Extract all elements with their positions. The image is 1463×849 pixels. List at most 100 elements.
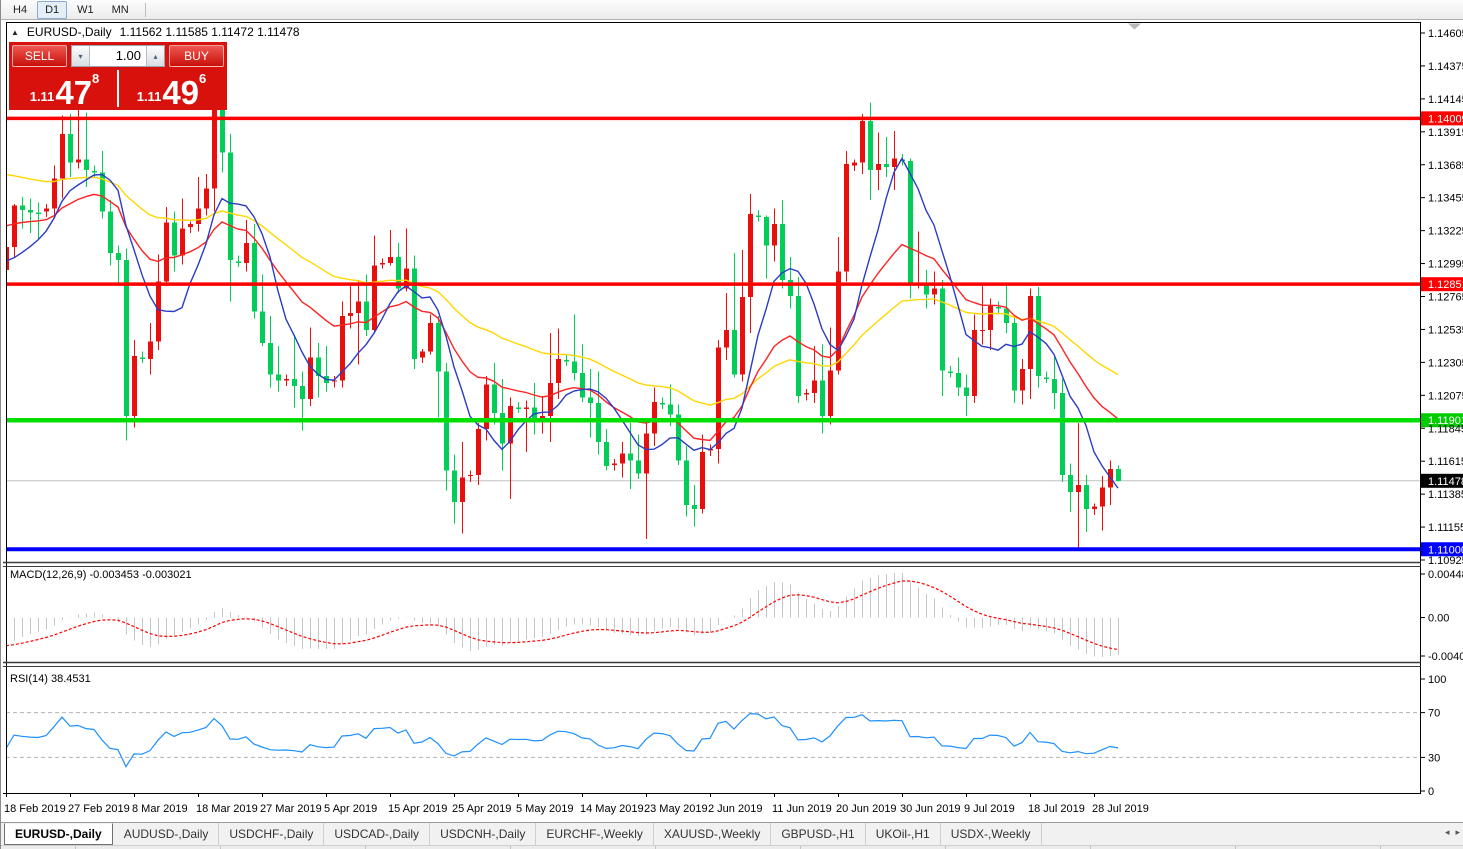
price-badge-1.11000 bbox=[1421, 542, 1463, 557]
volume-stepper: ▾ 1.00 ▴ bbox=[71, 45, 165, 67]
macd-signal-line bbox=[6, 580, 1119, 651]
tab-audusd-daily[interactable]: AUDUSD-,Daily bbox=[114, 823, 220, 845]
timeframe-button-mn[interactable]: MN bbox=[111, 3, 129, 16]
date-label: 5 Apr 2019 bbox=[324, 803, 377, 815]
volume-decrease-button[interactable]: ▾ bbox=[72, 46, 90, 66]
price-tick-label: 1.12995 bbox=[1428, 259, 1463, 271]
date-label: 20 Jun 2019 bbox=[836, 803, 897, 815]
tab-usdcad-daily[interactable]: USDCAD-,Daily bbox=[324, 823, 431, 845]
price-tick-label: 1.10925 bbox=[1428, 555, 1463, 567]
chart-tabs-bar: EURUSD-,Daily AUDUSD-,Daily USDCHF-,Dail… bbox=[1, 822, 1463, 845]
rsi-pane bbox=[6, 712, 1420, 768]
date-label: 23 May 2019 bbox=[644, 803, 708, 815]
price-tick-label: 1.12075 bbox=[1428, 390, 1463, 402]
price-tick-label: 1.13455 bbox=[1428, 193, 1463, 205]
macd-axis-label: 0.004481 bbox=[1428, 569, 1463, 581]
price-badge-1.11901 bbox=[1421, 413, 1463, 428]
price-tick-label: 1.11845 bbox=[1428, 423, 1463, 435]
timeframe-toolbar: H4 D1 W1 MN bbox=[1, 0, 1463, 20]
rsi-axis-label: 70 bbox=[1428, 708, 1440, 720]
tab-usdx-weekly[interactable]: USDX-,Weekly bbox=[941, 823, 1042, 845]
price-tick-label: 1.13225 bbox=[1428, 226, 1463, 238]
chevron-up-icon: ▴ bbox=[153, 51, 158, 61]
tab-xauusd-weekly[interactable]: XAUUSD-,Weekly bbox=[654, 823, 772, 845]
main-price-pane bbox=[6, 96, 1420, 552]
sell-price[interactable]: 1.11 47 8 bbox=[12, 70, 117, 111]
sell-price-prefix: 1.11 bbox=[29, 89, 55, 104]
buy-button[interactable]: BUY bbox=[169, 45, 224, 67]
pane-splitter[interactable] bbox=[3, 661, 1421, 667]
price-tick-label: 1.14605 bbox=[1428, 28, 1463, 40]
price-badge-1.12851 bbox=[1421, 277, 1463, 292]
status-separator bbox=[75, 846, 76, 849]
status-separator bbox=[800, 846, 801, 849]
date-label: 27 Feb 2019 bbox=[68, 803, 130, 815]
status-separator bbox=[220, 846, 221, 849]
rsi-axis-label: 100 bbox=[1428, 674, 1446, 686]
rsi-line bbox=[6, 712, 1119, 768]
date-label: 27 Mar 2019 bbox=[260, 803, 322, 815]
macd-indicator-label: MACD(12,26,9) -0.003453 -0.003021 bbox=[10, 569, 192, 581]
chart-symbol-label: EURUSD-,Daily bbox=[26, 25, 112, 39]
price-tick-label: 1.11385 bbox=[1428, 489, 1463, 501]
date-label: 5 May 2019 bbox=[516, 803, 573, 815]
date-label: 30 Jun 2019 bbox=[900, 803, 961, 815]
timeframe-button-w1[interactable]: W1 bbox=[77, 3, 94, 16]
tab-eurusd-daily[interactable]: EURUSD-,Daily bbox=[4, 823, 113, 845]
status-separator bbox=[365, 846, 366, 849]
status-bar bbox=[1, 845, 1463, 849]
tab-eurchf-weekly[interactable]: EURCHF-,Weekly bbox=[536, 823, 654, 845]
collapse-panel-icon[interactable]: ▲ bbox=[11, 27, 19, 37]
date-label: 18 Feb 2019 bbox=[4, 803, 66, 815]
buy-price[interactable]: 1.11 49 6 bbox=[117, 70, 224, 109]
status-separator bbox=[945, 846, 946, 849]
pane-frame bbox=[3, 22, 1421, 794]
candles bbox=[6, 96, 1121, 548]
timeframe-button-h4[interactable]: H4 bbox=[13, 3, 28, 16]
ma-line-20 bbox=[6, 193, 1119, 442]
price-tick-label: 1.12765 bbox=[1428, 292, 1463, 304]
status-separator bbox=[510, 846, 511, 849]
date-label: 18 Jul 2019 bbox=[1028, 803, 1085, 815]
timeframe-button-d1[interactable]: D1 bbox=[37, 0, 68, 19]
tab-ukoil-h1[interactable]: UKOil-,H1 bbox=[866, 823, 941, 845]
sell-price-big: 47 bbox=[55, 73, 93, 111]
pane-splitter[interactable] bbox=[3, 561, 1421, 567]
date-label: 9 Jul 2019 bbox=[964, 803, 1015, 815]
macd-axis-label: -0.004048 bbox=[1428, 651, 1463, 663]
volume-input[interactable]: 1.00 bbox=[90, 46, 146, 66]
status-separator bbox=[1380, 846, 1381, 849]
toolbar-separator bbox=[144, 2, 146, 17]
chart-shift-marker bbox=[1128, 23, 1141, 30]
rsi-indicator-label: RSI(14) 38.4531 bbox=[10, 673, 91, 685]
chart-title: ▲ EURUSD-,Daily 1.11562 1.11585 1.11472 … bbox=[11, 25, 300, 39]
price-tick-label: 1.12535 bbox=[1428, 324, 1463, 336]
price-tick-label: 1.13685 bbox=[1428, 160, 1463, 172]
date-label: 11 Jun 2019 bbox=[772, 803, 832, 815]
tab-usdcnh-daily[interactable]: USDCNH-,Daily bbox=[430, 823, 537, 845]
status-separator bbox=[1090, 846, 1091, 849]
sell-button[interactable]: SELL bbox=[12, 45, 67, 67]
tab-usdchf-daily[interactable]: USDCHF-,Daily bbox=[219, 823, 325, 845]
tab-scroll-left-icon[interactable]: ◂ bbox=[1444, 827, 1450, 837]
macd-pane bbox=[6, 573, 1119, 657]
one-click-trading-panel: SELL ▾ 1.00 ▴ BUY 1.11 47 8 1.11 49 6 bbox=[9, 42, 227, 110]
macd-axis-label: 0.00 bbox=[1428, 613, 1449, 625]
date-label: 18 Mar 2019 bbox=[196, 803, 258, 815]
sell-price-pipette: 8 bbox=[92, 71, 100, 86]
tab-scroll-right-icon[interactable]: ▸ bbox=[1455, 827, 1460, 837]
time-axis[interactable] bbox=[6, 793, 1095, 798]
price-tick-label: 1.14375 bbox=[1428, 61, 1463, 73]
price-tick-label: 1.13915 bbox=[1428, 127, 1463, 139]
buy-price-prefix: 1.11 bbox=[136, 89, 162, 104]
tab-gbpusd-h1[interactable]: GBPUSD-,H1 bbox=[771, 823, 866, 845]
ma-line-8 bbox=[6, 157, 1119, 489]
date-label: 28 Jul 2019 bbox=[1092, 803, 1149, 815]
price-badge-text: 1.14009 bbox=[1428, 113, 1463, 125]
date-label: 14 May 2019 bbox=[580, 803, 644, 815]
volume-increase-button[interactable]: ▴ bbox=[146, 46, 164, 66]
date-label: 25 Apr 2019 bbox=[452, 803, 511, 815]
price-axis[interactable] bbox=[1421, 32, 1463, 561]
